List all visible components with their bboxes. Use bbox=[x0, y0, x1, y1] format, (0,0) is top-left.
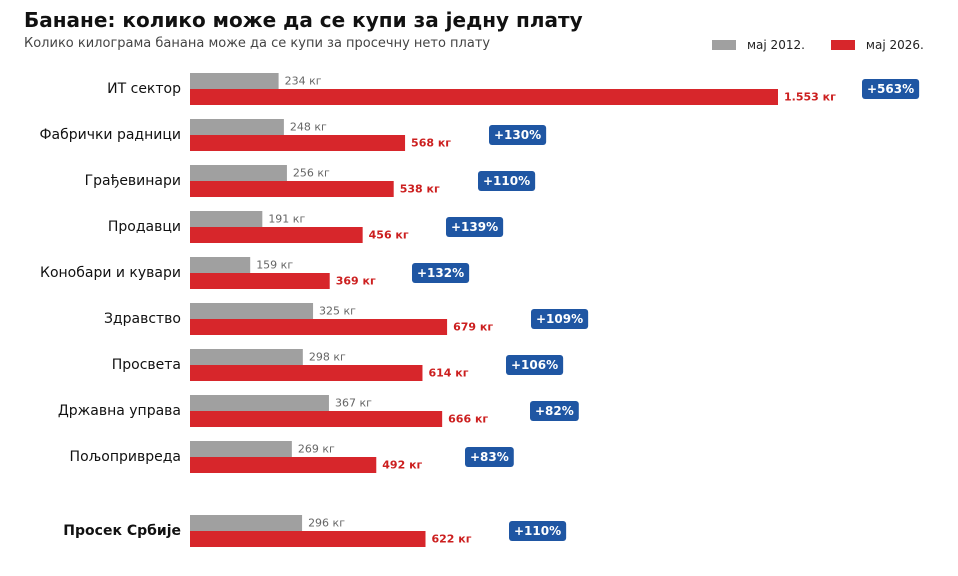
value-label-2026-cat-7: 666 кг bbox=[448, 413, 488, 426]
bar-2026-cat-7 bbox=[190, 411, 443, 427]
value-label-2026-cat-0: 1.553 кг bbox=[784, 91, 836, 104]
change-badge-bg-cat-0 bbox=[862, 79, 920, 99]
change-text-cat-3: +139% bbox=[451, 220, 498, 234]
change-badge-bg-cat-7 bbox=[530, 401, 579, 421]
change-badge-cat-0: +563% bbox=[862, 79, 920, 99]
change-badge-cat-4: +132% bbox=[412, 263, 470, 283]
change-badge-bg-cat-3 bbox=[446, 217, 504, 237]
change-badge-bg-cat-6 bbox=[506, 355, 564, 375]
bar-2026-cat-4 bbox=[190, 273, 330, 289]
value-label-2026-cat-9: 622 кг bbox=[432, 533, 472, 546]
value-label-2012-cat-1: 248 кг bbox=[290, 121, 327, 134]
bar-2012-cat-3 bbox=[190, 211, 263, 227]
bar-2012-cat-9 bbox=[190, 515, 303, 531]
legend-label-2026: мај 2026. bbox=[865, 38, 924, 52]
change-badge-cat-5: +109% bbox=[531, 309, 589, 329]
value-label-2012-cat-0: 234 кг bbox=[285, 75, 322, 88]
change-text-cat-9: +110% bbox=[514, 524, 561, 538]
change-badge-cat-1: +130% bbox=[489, 125, 547, 145]
value-label-2026-cat-2: 538 кг bbox=[400, 183, 440, 196]
legend-label-2012: мај 2012. bbox=[747, 38, 805, 52]
bar-2026-cat-2 bbox=[190, 181, 394, 197]
value-label-2026-cat-1: 568 кг bbox=[411, 137, 451, 150]
bar-2012-cat-1 bbox=[190, 119, 284, 135]
change-text-cat-4: +132% bbox=[417, 266, 464, 280]
change-badge-cat-6: +106% bbox=[506, 355, 564, 375]
value-label-2012-cat-3: 191 кг bbox=[268, 213, 305, 226]
category-label-cat-0: ИТ сектор bbox=[107, 81, 181, 97]
bar-2026-cat-1 bbox=[190, 135, 406, 151]
value-label-2026-cat-4: 369 кг bbox=[336, 275, 376, 288]
value-label-2026-cat-3: 456 кг bbox=[369, 229, 409, 242]
value-label-2026-cat-8: 492 кг bbox=[382, 459, 422, 472]
change-badge-bg-cat-4 bbox=[412, 263, 470, 283]
change-badge-bg-cat-8 bbox=[465, 447, 514, 467]
change-badge-cat-3: +139% bbox=[446, 217, 504, 237]
category-label-cat-8: Пољопривреда bbox=[70, 449, 181, 465]
change-text-cat-2: +110% bbox=[483, 174, 530, 188]
category-label-cat-4: Конобари и кувари bbox=[40, 265, 181, 281]
chart-subtitle: Колико килограма банана може да се купи … bbox=[24, 36, 491, 51]
change-badge-bg-cat-2 bbox=[478, 171, 536, 191]
change-text-cat-6: +106% bbox=[511, 358, 558, 372]
change-badge-bg-cat-9 bbox=[509, 521, 567, 541]
legend-item-2026: мај 2026. bbox=[830, 38, 924, 52]
bar-2026-cat-8 bbox=[190, 457, 377, 473]
bar-2026-cat-0 bbox=[190, 89, 778, 105]
category-label-cat-1: Фабрички радници bbox=[39, 127, 181, 143]
change-text-cat-7: +82% bbox=[535, 404, 574, 418]
legend-swatch-2026 bbox=[830, 40, 855, 50]
bar-2012-cat-0 bbox=[190, 73, 279, 89]
bar-2012-cat-2 bbox=[190, 165, 287, 181]
category-label-cat-7: Државна управа bbox=[58, 403, 181, 419]
bar-2026-cat-9 bbox=[190, 531, 426, 547]
legend-item-2012: мај 2012. bbox=[712, 38, 805, 52]
bar-2026-cat-6 bbox=[190, 365, 423, 381]
value-label-2012-cat-6: 298 кг bbox=[309, 351, 346, 364]
bar-2012-cat-7 bbox=[190, 395, 329, 411]
value-label-2012-cat-7: 367 кг bbox=[335, 397, 372, 410]
change-text-cat-1: +130% bbox=[494, 128, 541, 142]
change-badge-cat-8: +83% bbox=[465, 447, 514, 467]
change-badge-cat-9: +110% bbox=[509, 521, 567, 541]
change-text-cat-5: +109% bbox=[536, 312, 583, 326]
value-label-2012-cat-2: 256 кг bbox=[293, 167, 330, 180]
change-badge-bg-cat-5 bbox=[531, 309, 589, 329]
bar-2012-cat-5 bbox=[190, 303, 314, 319]
category-label-cat-6: Просвета bbox=[112, 357, 181, 373]
change-text-cat-8: +83% bbox=[470, 450, 509, 464]
legend: мај 2012. мај 2026. bbox=[712, 38, 924, 52]
value-label-2012-cat-5: 325 кг bbox=[319, 305, 356, 318]
category-label-cat-9: Просек Србије bbox=[63, 523, 181, 539]
change-badge-cat-2: +110% bbox=[478, 171, 536, 191]
value-label-2012-cat-9: 296 кг bbox=[308, 517, 345, 530]
category-label-cat-3: Продавци bbox=[108, 219, 181, 235]
value-label-2026-cat-5: 679 кг bbox=[453, 321, 493, 334]
change-text-cat-0: +563% bbox=[867, 82, 914, 96]
value-label-2026-cat-6: 614 кг bbox=[428, 367, 468, 380]
bar-2026-cat-5 bbox=[190, 319, 448, 335]
chart-title: Банане: колико може да се купи за једну … bbox=[24, 8, 583, 32]
bar-2012-cat-8 bbox=[190, 441, 292, 457]
legend-swatch-2012 bbox=[712, 40, 736, 50]
value-label-2012-cat-4: 159 кг bbox=[256, 259, 293, 272]
value-label-2012-cat-8: 269 кг bbox=[298, 443, 335, 456]
change-badge-cat-7: +82% bbox=[530, 401, 579, 421]
bar-2026-cat-3 bbox=[190, 227, 363, 243]
category-label-cat-2: Грађевинари bbox=[85, 173, 181, 189]
bar-2012-cat-6 bbox=[190, 349, 303, 365]
bar-2012-cat-4 bbox=[190, 257, 251, 273]
category-label-cat-5: Здравство bbox=[104, 311, 181, 327]
change-badge-bg-cat-1 bbox=[489, 125, 547, 145]
